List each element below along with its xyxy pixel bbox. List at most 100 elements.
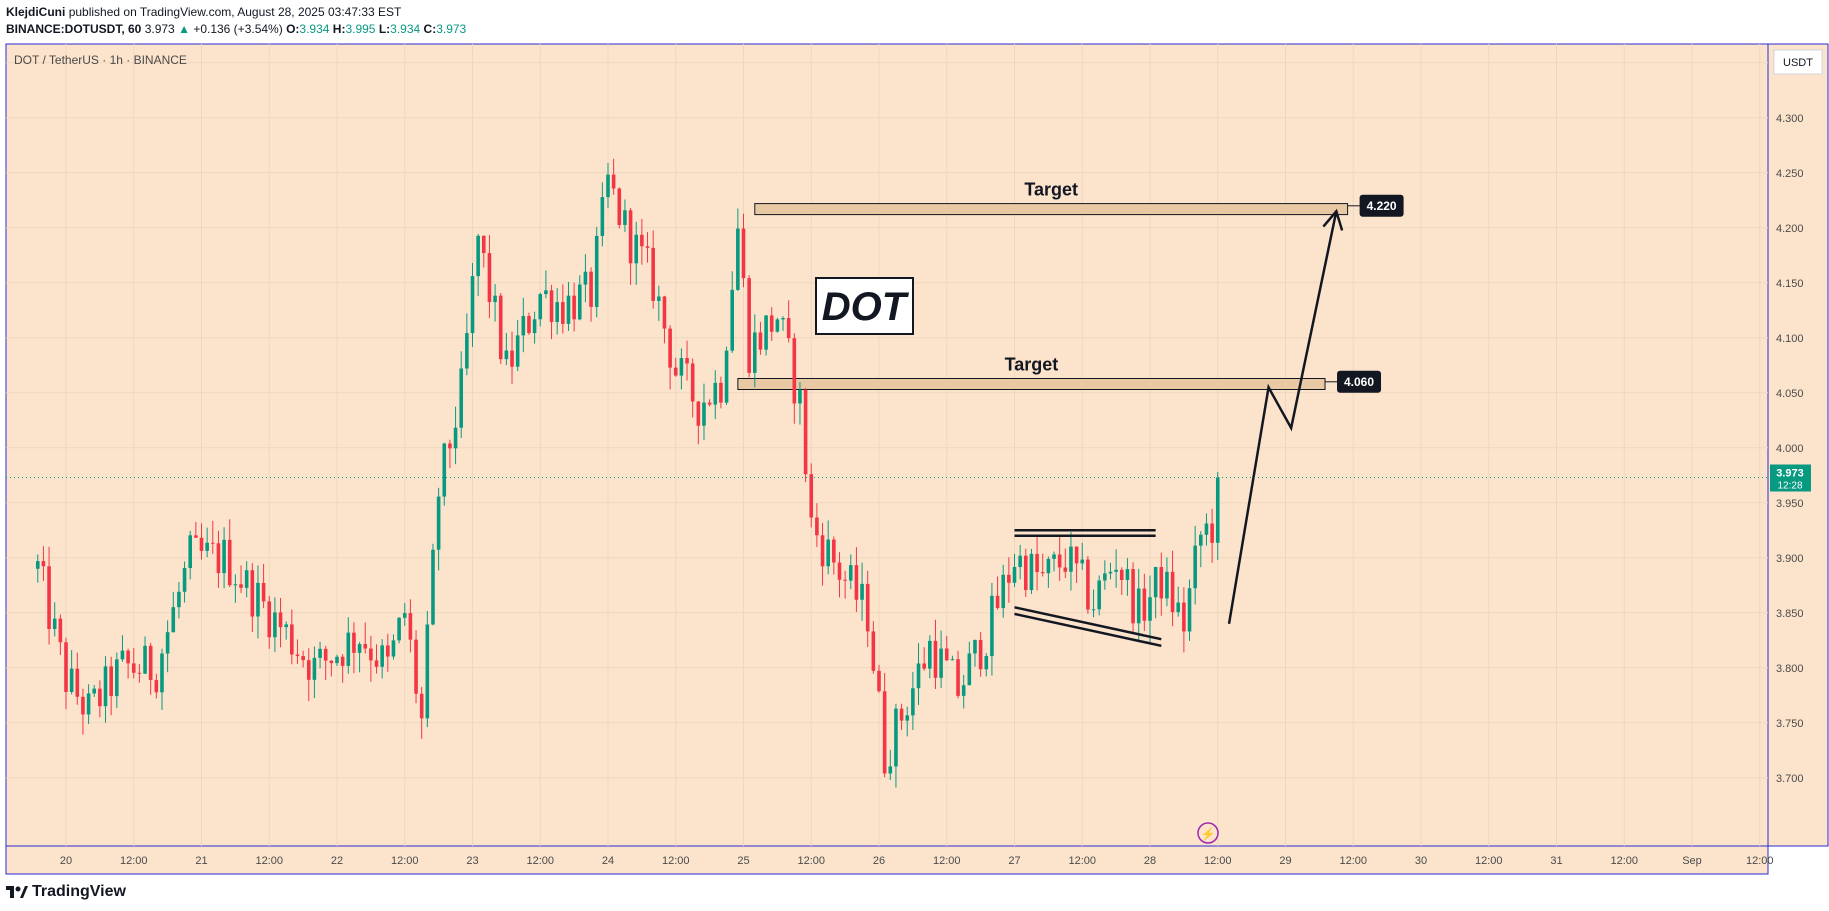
candle-body-down — [98, 688, 102, 707]
candle-body-down — [832, 539, 836, 563]
candle-body-down — [352, 632, 356, 653]
price-scale[interactable] — [1767, 43, 1829, 847]
candle-body-up — [990, 595, 994, 657]
x-tick-label: 12:00 — [1204, 855, 1232, 867]
zone-price-label: 4.060 — [1344, 375, 1374, 389]
candle-body-up — [1029, 553, 1034, 591]
x-tick-label: 12:00 — [1068, 855, 1096, 867]
candle-body-up — [1103, 573, 1107, 581]
candle-body-down — [329, 660, 334, 664]
candle-body-up — [606, 174, 610, 198]
lightning-icon: ⚡ — [1201, 827, 1216, 841]
candle-body-down — [194, 535, 198, 538]
x-tick-label: 29 — [1279, 855, 1291, 867]
y-tick-label: 3.850 — [1776, 608, 1804, 620]
candle-body-up — [544, 290, 548, 295]
pattern-lines — [1014, 529, 1162, 648]
bar-countdown: 12:28 — [1777, 481, 1802, 492]
candle-body-down — [1182, 602, 1186, 632]
projection-arrowhead — [1322, 208, 1344, 231]
open-value: 3.934 — [299, 22, 330, 36]
currency-box[interactable] — [1773, 49, 1823, 75]
candle-body-up — [425, 624, 430, 719]
candle-body-down — [419, 693, 424, 719]
candle-body-up — [1091, 609, 1096, 611]
candle-body-up — [939, 648, 943, 678]
chart-pane[interactable] — [5, 43, 1769, 847]
y-tick-label: 3.900 — [1776, 553, 1804, 565]
candle-body-up — [273, 612, 277, 638]
last-price: 3.973 — [144, 22, 175, 36]
x-axis-ticks: 20 12:00 21 12:00 22 12:00 23 12:00 24 12:00 25 12:… — [60, 855, 1774, 867]
candle-body-down — [306, 660, 311, 680]
candle-body-up — [346, 632, 351, 666]
candle-body-up — [1052, 554, 1056, 559]
x-tick-label: 23 — [466, 855, 478, 867]
candle-body-up — [1012, 567, 1017, 583]
price-change: +0.136 (+3.54%) — [193, 22, 283, 36]
candle-body-down — [815, 517, 819, 536]
candle-body-up — [1199, 534, 1203, 546]
candle-body-up — [177, 591, 181, 608]
candle-body-up — [391, 640, 396, 657]
candle-body-up — [730, 289, 735, 351]
candle-body-down — [1131, 569, 1135, 624]
candle-body-up — [357, 644, 362, 653]
candle-body-down — [81, 696, 85, 715]
candle-body-down — [227, 539, 232, 586]
candle-body-up — [577, 284, 582, 320]
candle-body-down — [589, 271, 593, 307]
candle-body-down — [978, 639, 983, 670]
candle-body-down — [628, 210, 633, 264]
grid — [6, 44, 1768, 846]
candle-body-up — [1046, 558, 1051, 574]
x-tick-label: 12:00 — [1610, 855, 1638, 867]
candle-body-up — [1097, 580, 1101, 610]
candle-body-down — [414, 639, 418, 694]
candle-body-up — [256, 582, 260, 617]
candle-body-up — [335, 656, 339, 664]
time-scale[interactable] — [5, 845, 1769, 875]
target-zones: Target 4.220 Target 4.060 — [737, 180, 1404, 393]
candle-body-down — [944, 648, 949, 661]
candle-body-down — [261, 582, 266, 602]
candle-body-up — [284, 624, 288, 628]
candle-body-down — [1210, 523, 1214, 543]
target-zone — [754, 203, 1349, 216]
tradingview-logo[interactable]: TradingView — [6, 883, 126, 901]
candle-body-up — [594, 235, 599, 307]
candle-body-down — [933, 640, 938, 678]
candle-body-down — [295, 654, 300, 657]
candle-body-up — [679, 358, 684, 376]
candle-body-down — [882, 691, 887, 774]
candle-body-down — [148, 645, 153, 681]
symbol-legend[interactable]: DOT / TetherUS · 1h · BINANCE — [14, 53, 187, 67]
zone-price-tag — [1337, 370, 1382, 393]
candle-body-down — [369, 648, 373, 661]
candle-body-down — [481, 235, 486, 254]
candle-body-up — [35, 561, 40, 569]
events-marker[interactable] — [1197, 822, 1219, 844]
x-tick-label: Sep — [1682, 855, 1702, 867]
x-tick-label: 31 — [1550, 855, 1562, 867]
candle-body-up — [713, 382, 718, 405]
publisher-name[interactable]: KlejdiCuni — [6, 5, 66, 19]
candle-body-down — [47, 566, 51, 630]
candle-body-up — [52, 618, 57, 630]
candle-body-up — [470, 276, 475, 334]
candle-body-down — [510, 350, 514, 367]
candle-body-up — [493, 295, 497, 303]
x-tick-label: 12:00 — [1475, 855, 1503, 867]
candle-body-down — [131, 663, 136, 673]
candle-body-up — [1165, 571, 1169, 599]
x-tick-label: 27 — [1008, 855, 1020, 867]
candle-body-up — [1193, 545, 1197, 589]
candle-body-up — [950, 659, 955, 661]
candle-body-up — [515, 335, 520, 367]
candle-body-up — [623, 210, 627, 225]
candle-body-down — [995, 595, 1000, 609]
candle-body-up — [222, 539, 226, 574]
candle-body-up — [397, 617, 401, 641]
candle-body-down — [216, 543, 221, 574]
